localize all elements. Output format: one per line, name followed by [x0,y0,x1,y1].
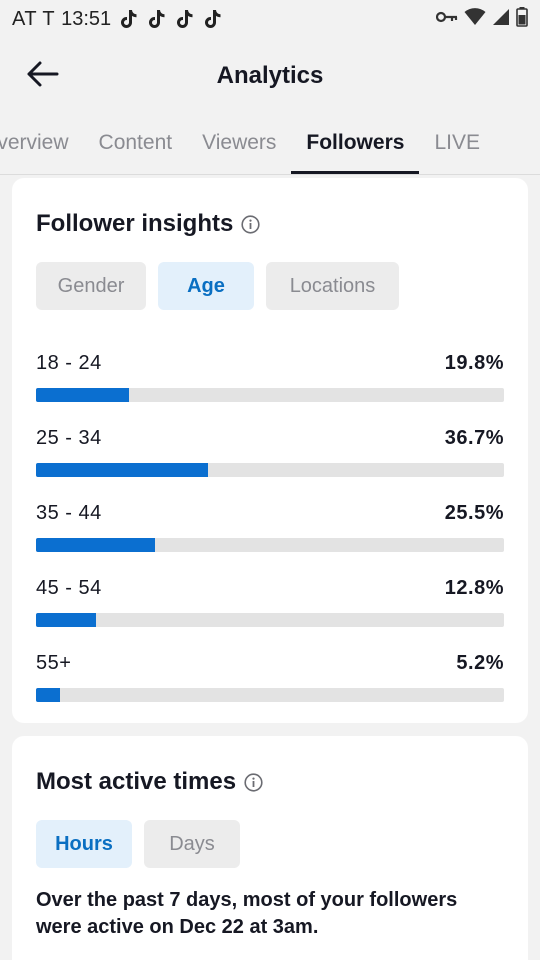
battery-icon [516,6,528,32]
signal-icon [492,8,510,31]
page-title: Analytics [216,62,324,89]
back-button[interactable] [24,60,60,92]
filter-hours-button[interactable]: Hours [36,820,132,868]
age-group-label: 18 - 24 [36,352,102,374]
most-active-title: Most active times [36,768,237,795]
back-arrow-icon [25,60,59,93]
follower-insights-title: Follower insights [36,210,234,237]
progress-track [36,388,504,402]
age-bar-row: 18 - 24 19.8% [36,352,504,412]
progress-fill [36,613,96,627]
tab-followers[interactable]: Followers [291,118,420,174]
age-bar-row: 35 - 44 25.5% [36,502,504,562]
tab-live[interactable]: LIVE [434,131,480,154]
age-group-percent: 5.2% [456,652,504,674]
progress-fill [36,388,129,402]
carrier-label: AT T [12,7,56,30]
tab-overview[interactable]: Overview [0,131,69,154]
progress-fill [36,463,208,477]
progress-fill [36,538,156,552]
age-group-percent: 12.8% [444,577,504,599]
clock: 13:51 [61,7,112,30]
filter-days-button[interactable]: Days [144,820,240,868]
filter-gender-button[interactable]: Gender [36,262,146,310]
info-icon[interactable] [244,772,263,792]
progress-track [36,613,504,627]
tab-bar: Overview Content Viewers Followers LIVE [0,118,495,174]
age-group-label: 45 - 54 [36,577,102,599]
age-group-label: 55+ [36,652,72,674]
status-left: AT T 13:51 [12,8,223,31]
tab-viewers[interactable]: Viewers [202,131,277,154]
progress-fill [36,688,61,702]
age-group-label: 25 - 34 [36,427,102,449]
tiktok-icon [173,8,195,30]
status-bar: AT T 13:51 [0,0,540,38]
age-group-label: 35 - 44 [36,502,102,524]
progress-track [36,463,504,477]
tiktok-icon [201,8,223,30]
filter-locations-button[interactable]: Locations [266,262,399,310]
status-right [435,6,528,32]
most-active-heading: Most active times [36,768,263,796]
app-header: Analytics [0,50,540,102]
age-bar-row: 25 - 34 36.7% [36,427,504,487]
progress-track [36,688,504,702]
most-active-description: Over the past 7 days, most of your follo… [36,889,458,938]
age-bar-row: 55+ 5.2% [36,652,504,712]
tiktok-icon [145,8,167,30]
wifi-icon [464,7,486,31]
key-icon [435,10,458,29]
tiktok-icon [117,8,139,30]
most-active-card: Most active times Hours Days Over the pa… [12,736,528,960]
tabs-divider [0,174,540,175]
progress-track [36,538,504,552]
filter-age-button[interactable]: Age [158,262,254,310]
follower-insights-heading: Follower insights [36,210,260,238]
age-group-percent: 36.7% [444,427,504,449]
age-bar-row: 45 - 54 12.8% [36,577,504,637]
age-group-percent: 19.8% [444,352,504,374]
tab-content[interactable]: Content [98,131,173,154]
info-icon[interactable] [241,214,260,234]
age-group-percent: 25.5% [444,502,504,524]
follower-insights-card: Follower insights Gender Age Locations 1… [12,178,528,723]
